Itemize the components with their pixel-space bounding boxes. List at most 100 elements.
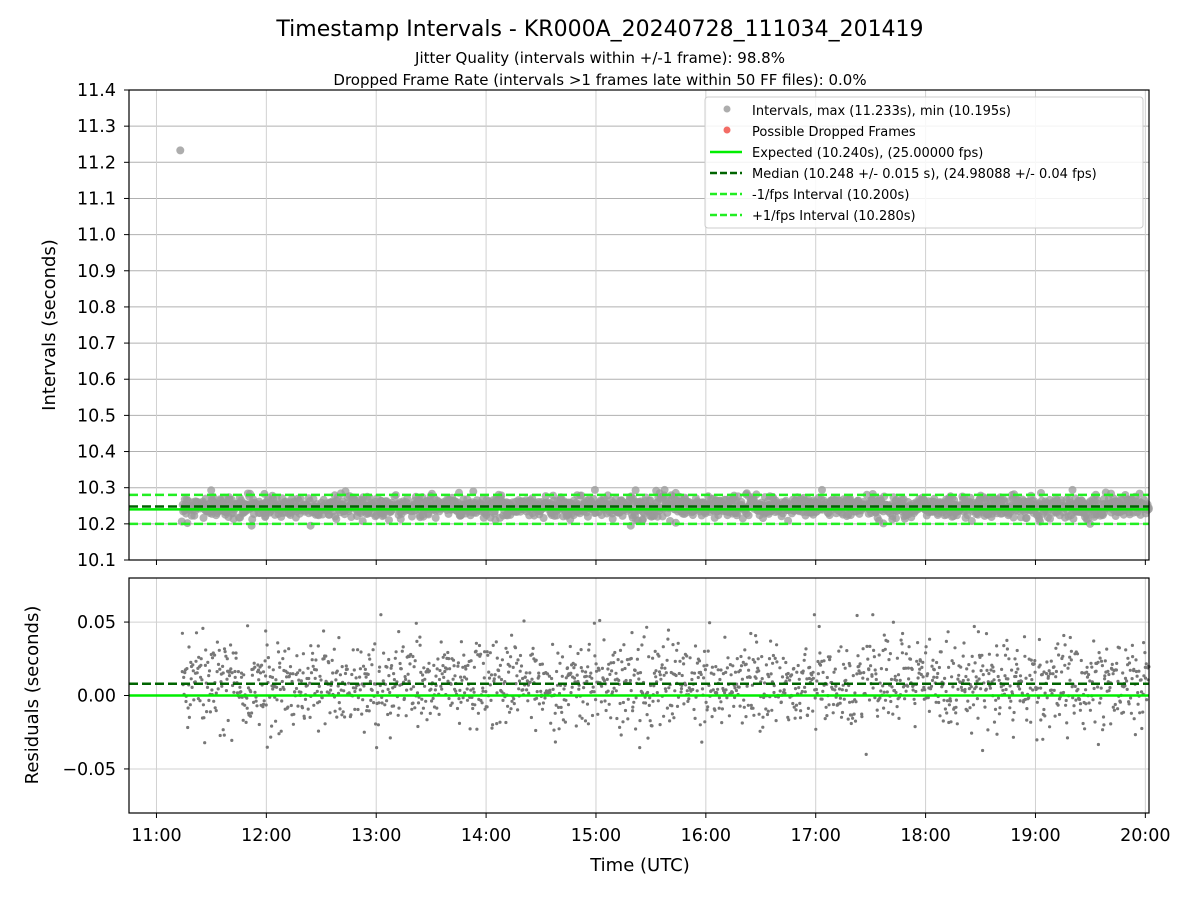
residual-point	[600, 684, 604, 688]
residual-point	[1061, 690, 1066, 695]
residual-point	[1080, 671, 1084, 675]
residual-point	[195, 671, 199, 675]
residual-point	[879, 689, 883, 693]
residual-point	[453, 674, 457, 678]
residual-point	[296, 704, 300, 708]
legend-marker-intervals	[723, 105, 731, 113]
residual-point	[587, 648, 591, 652]
residual-point	[452, 664, 456, 668]
residual-point	[625, 658, 630, 662]
residual-point	[821, 670, 825, 675]
residual-point	[514, 682, 518, 686]
residual-point	[784, 660, 788, 665]
residual-point	[886, 639, 890, 643]
residual-point	[962, 641, 966, 645]
residual-point	[466, 663, 470, 668]
residual-point	[189, 660, 193, 665]
residual-point	[307, 676, 311, 681]
residual-point	[723, 691, 727, 695]
residual-point	[187, 715, 191, 720]
residual-point	[684, 683, 688, 687]
residual-point	[236, 670, 240, 674]
residual-point	[310, 658, 314, 662]
residual-point	[853, 719, 858, 723]
residual-point	[898, 678, 902, 683]
residual-point	[449, 703, 453, 708]
residual-point	[1014, 670, 1018, 675]
residual-point	[182, 675, 186, 680]
residual-point	[250, 711, 254, 715]
interval-point	[583, 512, 592, 521]
residual-point	[306, 666, 310, 670]
residual-point	[632, 673, 636, 677]
residual-point	[805, 677, 809, 681]
residual-point	[497, 668, 501, 673]
top-ytick-label: 10.5	[77, 406, 116, 426]
residual-point	[327, 691, 331, 695]
residual-point	[234, 651, 238, 655]
residual-point	[947, 665, 951, 670]
residual-point	[344, 664, 348, 668]
residual-point	[203, 663, 207, 668]
residual-point	[186, 706, 190, 710]
residual-point	[194, 631, 199, 635]
residual-point	[512, 702, 516, 706]
residual-point	[1045, 696, 1049, 700]
residual-point	[216, 687, 220, 691]
residual-point	[377, 701, 381, 705]
residual-point	[1135, 674, 1139, 678]
residual-point	[651, 699, 655, 703]
residual-point	[434, 674, 438, 678]
residual-point	[471, 706, 475, 711]
residual-point	[866, 657, 870, 661]
residual-point	[213, 706, 217, 710]
residual-point	[672, 716, 676, 720]
residual-point	[456, 661, 460, 665]
residual-point	[320, 696, 324, 700]
interval-point	[539, 514, 548, 522]
residual-point	[477, 643, 482, 648]
residual-point	[554, 703, 558, 707]
residual-point	[1128, 668, 1132, 672]
residual-point	[187, 645, 191, 649]
residual-point	[825, 675, 829, 680]
residual-point	[987, 652, 992, 656]
residual-point	[756, 657, 760, 661]
residual-point	[493, 673, 497, 677]
residual-point	[609, 661, 613, 665]
residual-point	[1124, 648, 1128, 652]
residual-point	[774, 719, 778, 723]
residual-point	[463, 664, 467, 668]
residual-point	[1016, 684, 1020, 688]
residual-point	[261, 705, 265, 709]
residual-point	[654, 675, 658, 679]
residual-point	[290, 679, 294, 684]
residual-point	[878, 696, 882, 700]
residual-point	[580, 669, 585, 673]
residual-point	[299, 679, 303, 683]
residual-point	[281, 657, 285, 661]
residual-point	[183, 671, 187, 675]
residual-point	[937, 700, 941, 705]
residual-point	[440, 672, 444, 676]
residual-point	[1136, 691, 1140, 695]
residual-point	[565, 666, 570, 670]
residual-point	[913, 725, 917, 729]
residual-point	[1039, 686, 1043, 690]
residual-point	[471, 687, 475, 691]
residual-point	[954, 711, 958, 715]
residual-point	[907, 645, 911, 649]
residual-point	[336, 691, 341, 695]
residual-point	[437, 712, 441, 717]
residual-point	[845, 649, 849, 653]
residual-point	[1001, 688, 1005, 692]
residual-point	[540, 707, 545, 711]
residual-point	[592, 621, 597, 625]
residual-point	[1043, 714, 1047, 718]
residual-point	[719, 700, 723, 704]
residual-point	[233, 669, 237, 674]
residual-point	[916, 662, 921, 666]
residual-point	[1134, 669, 1138, 674]
residual-point	[1117, 646, 1121, 650]
residual-point	[998, 706, 1002, 710]
